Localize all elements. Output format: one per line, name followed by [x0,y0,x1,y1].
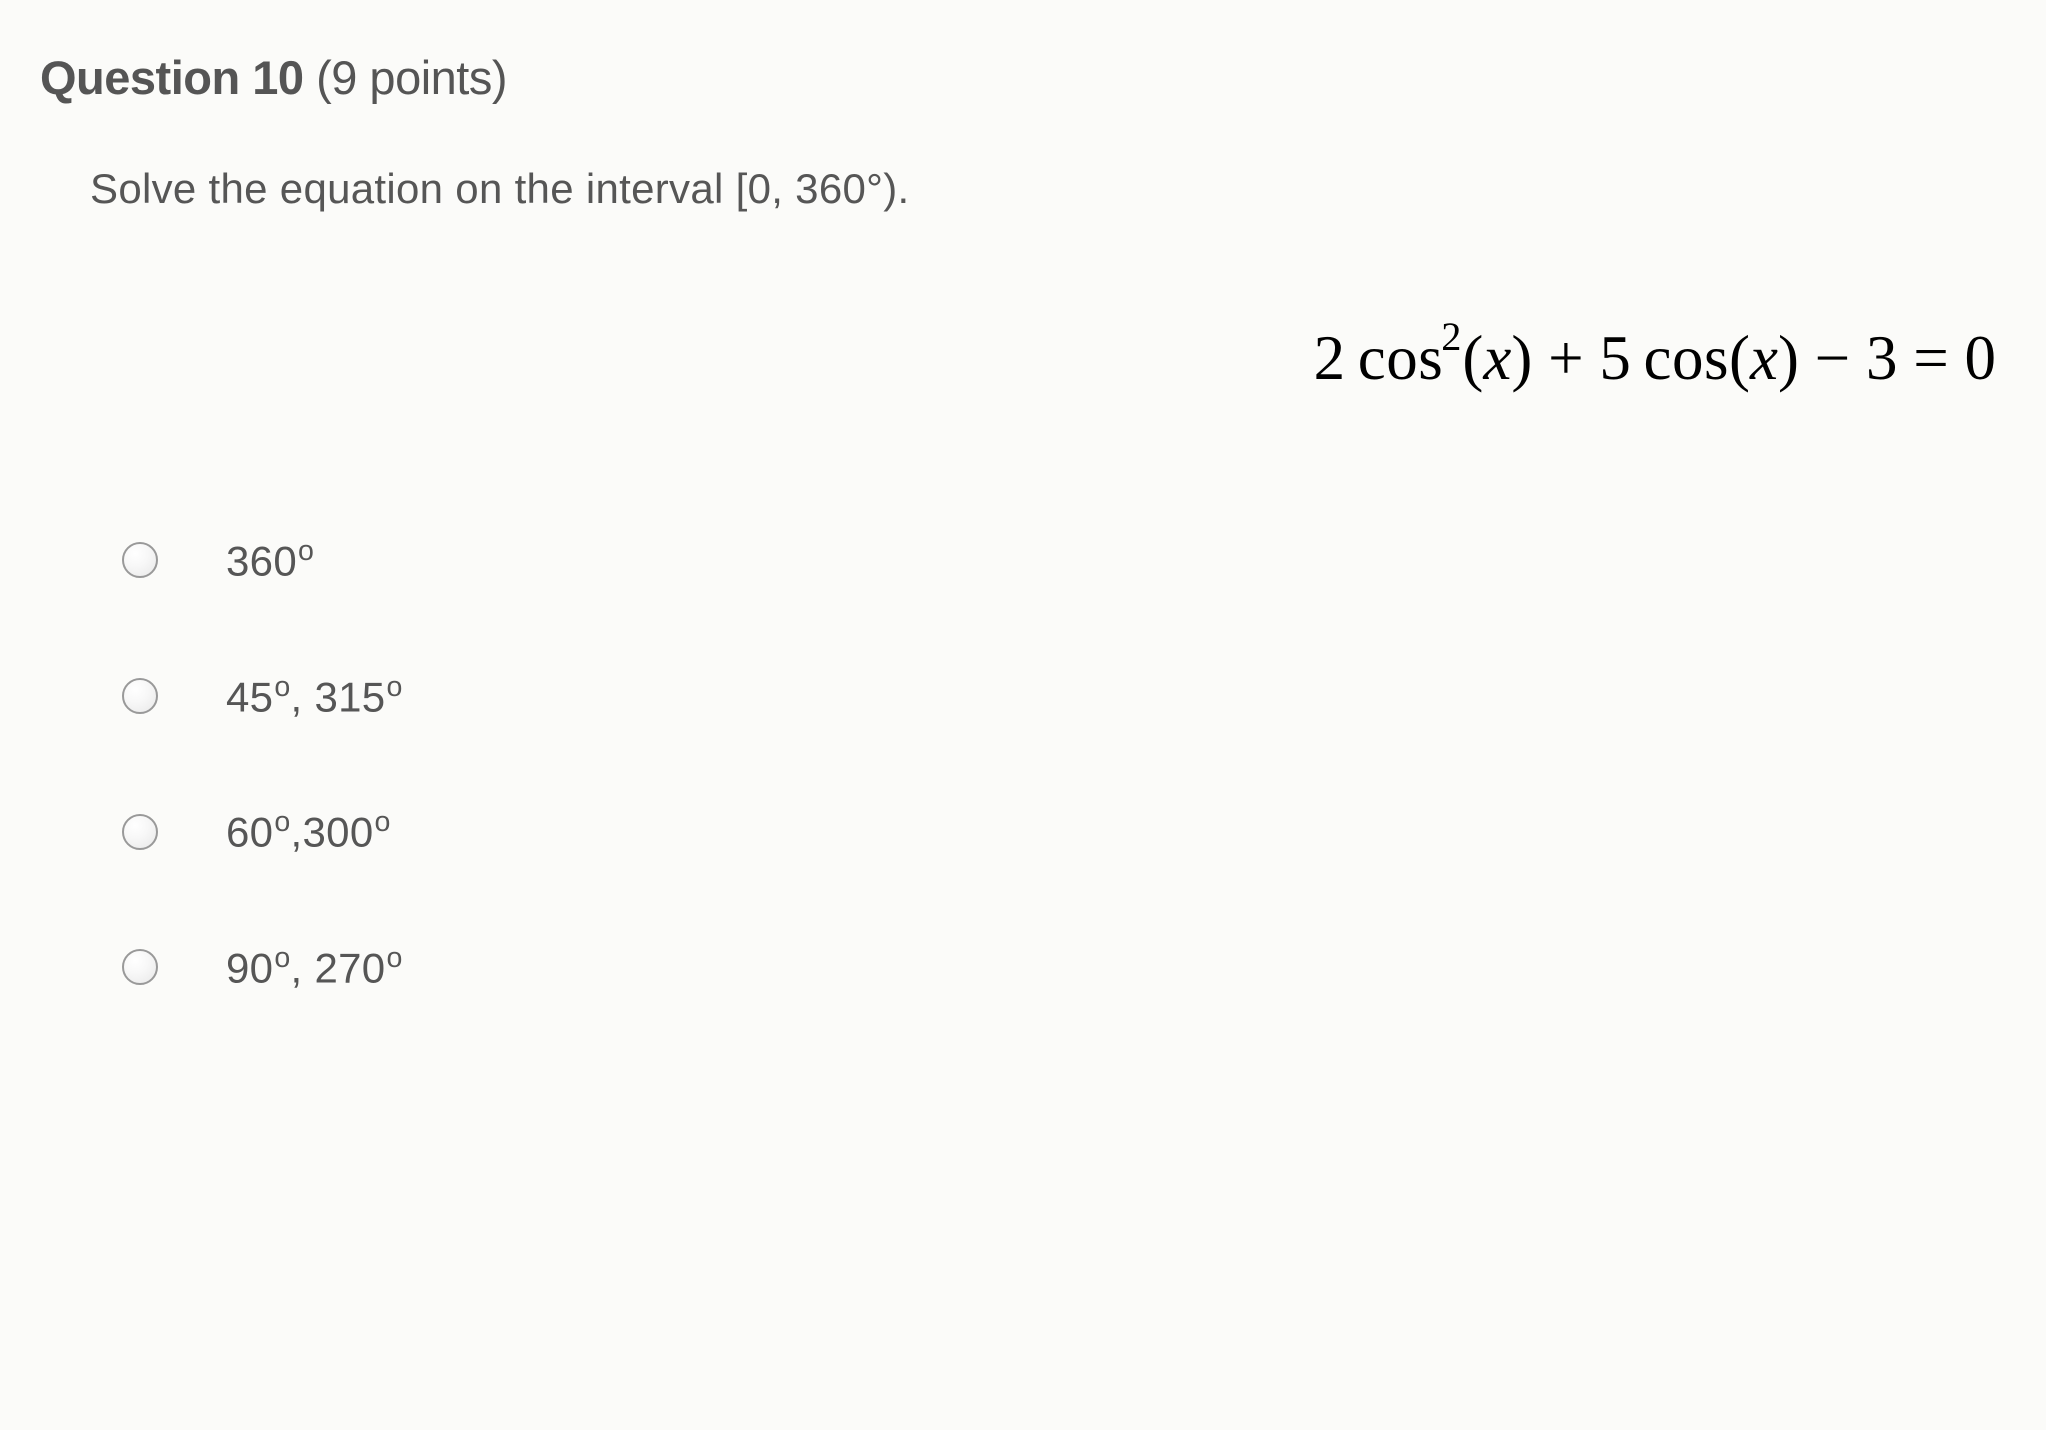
option-value: 60 [226,809,273,856]
options-list: 360o45o, 315o60o,300o90o, 270o [122,535,2016,993]
degree-symbol: o [274,942,290,974]
equation: 2 cos2(x) + 5 cos(x) − 3 = 0 [1314,313,2016,395]
equation-fn2: cos [1644,323,1729,393]
option-value: 90 [226,945,273,992]
equation-coef1: 2 [1314,323,1346,393]
option-value: 300 [303,809,374,856]
option-row[interactable]: 360o [122,535,2016,586]
option-label: 360o [226,535,314,586]
degree-symbol: o [374,806,390,838]
option-row[interactable]: 45o, 315o [122,671,2016,722]
equation-exponent: 2 [1441,314,1461,359]
option-row[interactable]: 90o, 270o [122,942,2016,993]
degree-symbol: o [274,806,290,838]
question-header: Question 10 (9 points) [40,50,2016,105]
option-label: 60o,300o [226,806,391,857]
equation-const: 3 [1866,323,1898,393]
option-value: 360 [226,538,297,585]
degree-symbol: o [386,942,402,974]
radio-button[interactable] [122,814,158,850]
question-page: Question 10 (9 points) Solve the equatio… [0,0,2046,1023]
equation-container: 2 cos2(x) + 5 cos(x) − 3 = 0 [40,313,2016,395]
equation-fn1: cos [1358,323,1443,393]
radio-button[interactable] [122,678,158,714]
option-label: 90o, 270o [226,942,403,993]
option-value: 45 [226,673,273,720]
equation-var1: x [1483,323,1511,393]
question-instruction: Solve the equation on the interval [0, 3… [90,165,2016,213]
option-label: 45o, 315o [226,671,403,722]
equation-coef2: 5 [1599,323,1631,393]
degree-symbol: o [298,535,314,567]
degree-symbol: o [274,671,290,703]
equation-rhs: 0 [1965,323,1997,393]
radio-button[interactable] [122,949,158,985]
question-points: (9 points) [316,51,507,104]
option-value: 315 [314,673,385,720]
radio-button[interactable] [122,542,158,578]
equation-var2: x [1750,323,1778,393]
degree-symbol: o [386,671,402,703]
option-value: 270 [314,945,385,992]
option-row[interactable]: 60o,300o [122,806,2016,857]
question-number: Question 10 [40,51,304,104]
